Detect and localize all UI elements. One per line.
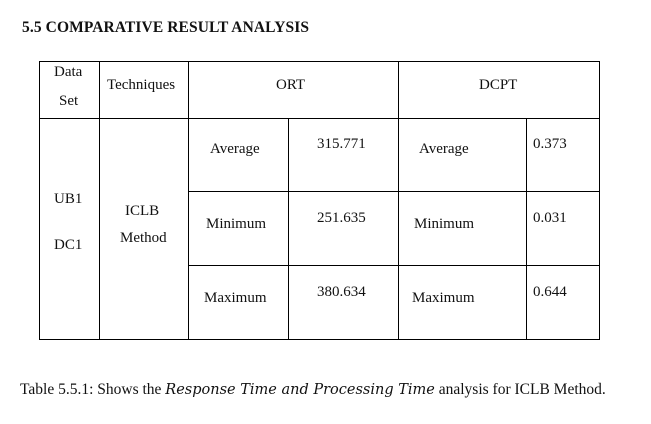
caption-italic: Response Time and Processing Time <box>165 382 435 398</box>
caption-suffix: analysis for ICLB Method. <box>434 381 606 398</box>
ort-maximum-label: Maximum <box>204 290 267 306</box>
ort-average-label: Average <box>210 141 260 157</box>
col-divider <box>99 62 100 339</box>
row-divider <box>188 265 599 266</box>
results-table: Data Set Techniques ORT DCPT UB1 DC1 ICL… <box>39 61 600 340</box>
header-techniques: Techniques <box>107 77 176 93</box>
col-divider <box>398 62 399 339</box>
dataset-line1: UB1 <box>54 191 83 207</box>
section-heading: 5.5 COMPARATIVE RESULT ANALYSIS <box>22 19 310 36</box>
header-ort: ORT <box>276 77 306 93</box>
table-caption: Table 5.5.1: Shows the Response Time and… <box>20 381 606 399</box>
dcpt-minimum-label: Minimum <box>414 216 475 232</box>
technique-line2: Method <box>120 230 167 246</box>
dcpt-maximum-value: 0.644 <box>533 284 567 300</box>
header-dcpt: DCPT <box>479 77 518 93</box>
col-divider <box>526 118 527 339</box>
ort-minimum-label: Minimum <box>206 216 267 232</box>
header-data-set-line1: Data <box>54 64 83 80</box>
dcpt-minimum-value: 0.031 <box>533 210 567 226</box>
col-divider <box>288 118 289 339</box>
technique-line1: ICLB <box>125 203 160 219</box>
caption-prefix: Table 5.5.1: Shows the <box>20 381 166 398</box>
ort-maximum-value: 380.634 <box>317 284 366 300</box>
row-divider <box>40 118 599 119</box>
row-divider <box>188 191 599 192</box>
dcpt-average-value: 0.373 <box>533 136 567 152</box>
header-data-set-line2: Set <box>59 93 79 109</box>
ort-minimum-value: 251.635 <box>317 210 366 226</box>
ort-average-value: 315.771 <box>317 136 366 152</box>
dcpt-maximum-label: Maximum <box>412 290 475 306</box>
dataset-line2: DC1 <box>54 237 83 253</box>
dcpt-average-label: Average <box>419 141 469 157</box>
col-divider <box>188 62 189 339</box>
